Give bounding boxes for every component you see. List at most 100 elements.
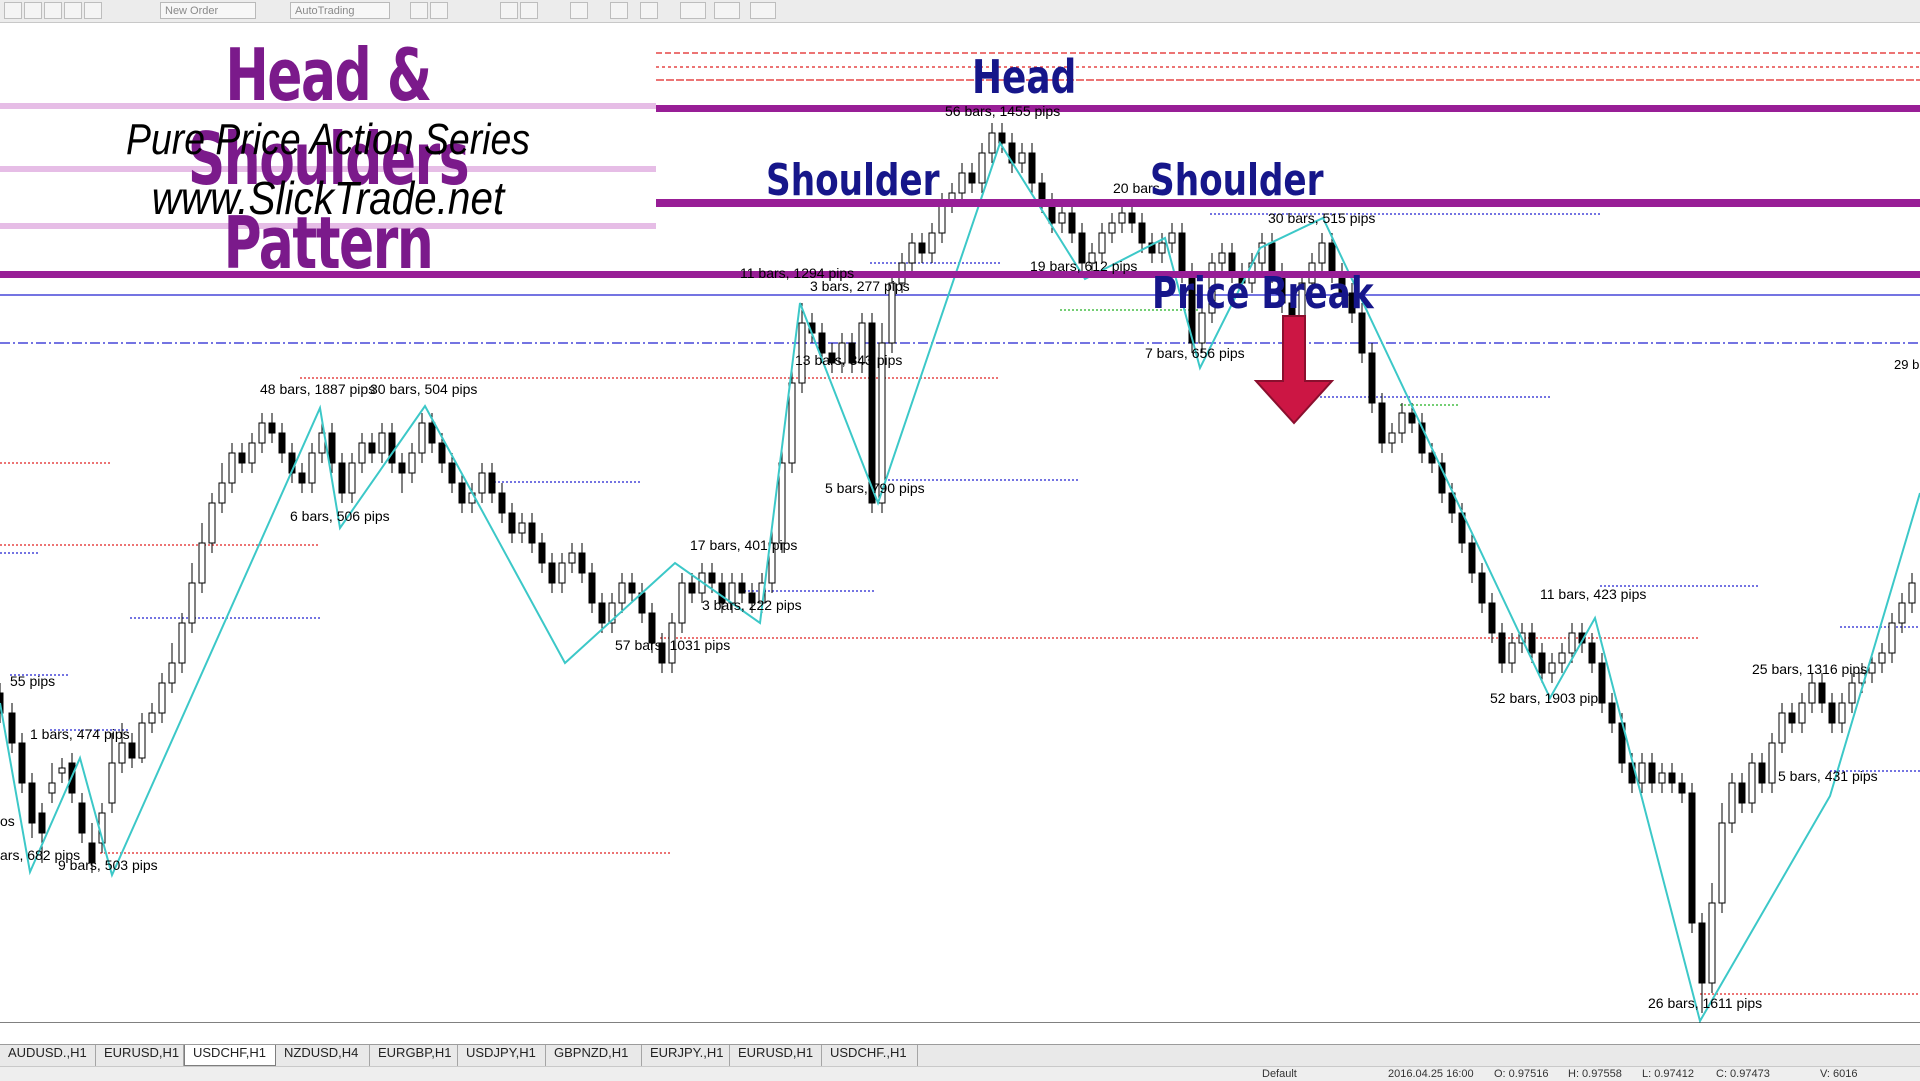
chart-tab[interactable]: USDJPY,H1 xyxy=(458,1045,546,1066)
candle-body xyxy=(1568,632,1576,654)
chart-type-icon[interactable] xyxy=(430,2,448,19)
price-chart[interactable]: 55 pips 1 bars, 474 pips os ars, 682 pips 9 … xyxy=(0,23,1920,1040)
candle-body xyxy=(398,462,406,474)
candle-body xyxy=(88,842,96,864)
candle-body xyxy=(998,132,1006,144)
grid-icon[interactable] xyxy=(570,2,588,19)
chart-tab[interactable]: NZDUSD,H4 xyxy=(276,1045,370,1066)
candle-body xyxy=(578,552,586,574)
candle-body xyxy=(588,572,596,604)
candle-body xyxy=(548,562,556,584)
zigzag-label: ars, 682 pips xyxy=(0,847,80,863)
chart-type-icon[interactable] xyxy=(410,2,428,19)
candle-body xyxy=(388,432,396,464)
candle-body xyxy=(0,692,4,714)
candle-body xyxy=(518,522,526,534)
candle-body xyxy=(838,342,846,364)
candle-body xyxy=(658,642,666,664)
chart-tab[interactable]: EURGBP,H1 xyxy=(370,1045,458,1066)
zoom-in-icon[interactable] xyxy=(500,2,518,19)
status-datetime: 2016.04.25 16:00 xyxy=(1388,1068,1474,1080)
indicators-icon[interactable] xyxy=(680,2,706,19)
zigzag-label: 3 bars, 277 pips xyxy=(810,278,910,294)
zigzag-label: 20 bars xyxy=(1113,180,1160,196)
candle-body xyxy=(1698,922,1706,984)
head-label: Head xyxy=(972,51,1076,105)
zigzag-indicator xyxy=(0,140,1920,1024)
chart-canvas[interactable]: 55 pips 1 bars, 474 pips os ars, 682 pips9 … xyxy=(0,23,1920,1040)
candle-body xyxy=(1878,652,1886,664)
candle-body xyxy=(738,582,746,594)
candle-body xyxy=(1098,232,1106,254)
candle-body xyxy=(1068,212,1076,234)
candle-body xyxy=(1158,242,1166,254)
candle-body xyxy=(608,602,616,624)
templates-icon[interactable] xyxy=(750,2,776,19)
zigzag-label: 11 bars, 1294 pips xyxy=(740,265,854,281)
candle-body xyxy=(188,582,196,624)
candle-body xyxy=(1218,252,1226,264)
candle-body xyxy=(48,782,56,794)
chart-tab[interactable]: EURJPY.,H1 xyxy=(642,1045,730,1066)
candle-body xyxy=(18,742,26,784)
status-bar: Default 2016.04.25 16:00 O: 0.97516 H: 0… xyxy=(0,1066,1920,1081)
periods-icon[interactable] xyxy=(714,2,740,19)
candle-body xyxy=(1388,432,1396,444)
zigzag-label: 55 pips xyxy=(10,673,55,689)
candle-body xyxy=(708,572,716,584)
status-profile: Default xyxy=(1262,1068,1297,1080)
toolbar-icon[interactable] xyxy=(24,2,42,19)
candle-body xyxy=(78,802,86,834)
candle-body xyxy=(1078,232,1086,264)
autotrading-button[interactable]: AutoTrading xyxy=(290,2,390,19)
toolbar-icon[interactable] xyxy=(64,2,82,19)
candle-body xyxy=(848,342,856,364)
candle-body xyxy=(1808,682,1816,704)
chart-tab[interactable]: EURUSD,H1 xyxy=(730,1045,822,1066)
chart-tab[interactable]: EURUSD,H1 xyxy=(96,1045,184,1066)
candle-body xyxy=(1748,762,1756,804)
zigzag-label: 3 bars, 222 pips xyxy=(702,597,802,613)
zigzag-label: 7 bars, 656 pips xyxy=(1145,345,1245,361)
chart-tab[interactable]: USDCHF,H1 xyxy=(184,1045,276,1066)
toolbar-icon[interactable] xyxy=(44,2,62,19)
chart-tab[interactable]: USDCHF.,H1 xyxy=(822,1045,918,1066)
price-break-arrow xyxy=(1253,315,1335,425)
candle-body xyxy=(928,232,936,254)
zoom-out-icon[interactable] xyxy=(520,2,538,19)
candle-body xyxy=(1148,242,1156,254)
autoscroll-icon[interactable] xyxy=(610,2,628,19)
candle-body xyxy=(678,582,686,624)
candle-body xyxy=(918,242,926,254)
candle-body xyxy=(598,602,606,624)
zigzag-labels: 55 pips 1 bars, 474 pips os ars, 682 pips9 … xyxy=(0,51,1919,1011)
candle-body xyxy=(1118,212,1126,224)
chart-tab[interactable]: AUDUSD.,H1 xyxy=(0,1045,96,1066)
toolbar-icon[interactable] xyxy=(4,2,22,19)
toolbar-icon[interactable] xyxy=(84,2,102,19)
candle-body xyxy=(28,782,36,824)
candle-body xyxy=(628,582,636,594)
title-band xyxy=(0,103,656,109)
zigzag-label: 57 bars, 1031 pips xyxy=(615,637,730,653)
candle-body xyxy=(1028,152,1036,184)
candle-body xyxy=(978,152,986,184)
title-website: www.SlickTrade.net xyxy=(151,172,505,224)
candle-body xyxy=(938,202,946,234)
candle-body xyxy=(1848,682,1856,704)
chart-shift-icon[interactable] xyxy=(640,2,658,19)
candle-body xyxy=(868,322,876,504)
head-level xyxy=(656,105,1920,112)
candle-body xyxy=(1608,702,1616,724)
chart-tab[interactable]: GBPNZD,H1 xyxy=(546,1045,642,1066)
zigzag-label: 26 bars, 1611 pips xyxy=(1648,995,1762,1011)
new-order-button[interactable]: New Order xyxy=(160,2,256,19)
status-high: H: 0.97558 xyxy=(1568,1068,1622,1080)
candle-body xyxy=(418,422,426,454)
candle-body xyxy=(1588,642,1596,664)
chart-tabs: AUDUSD.,H1 EURUSD,H1 USDCHF,H1 NZDUSD,H4 EUR… xyxy=(0,1044,1920,1067)
status-close: C: 0.97473 xyxy=(1716,1068,1770,1080)
candles xyxy=(0,123,1916,1013)
zigzag-label: 52 bars, 1903 pips xyxy=(1490,690,1605,706)
zigzag-label: 48 bars, 1887 pips xyxy=(260,381,375,397)
